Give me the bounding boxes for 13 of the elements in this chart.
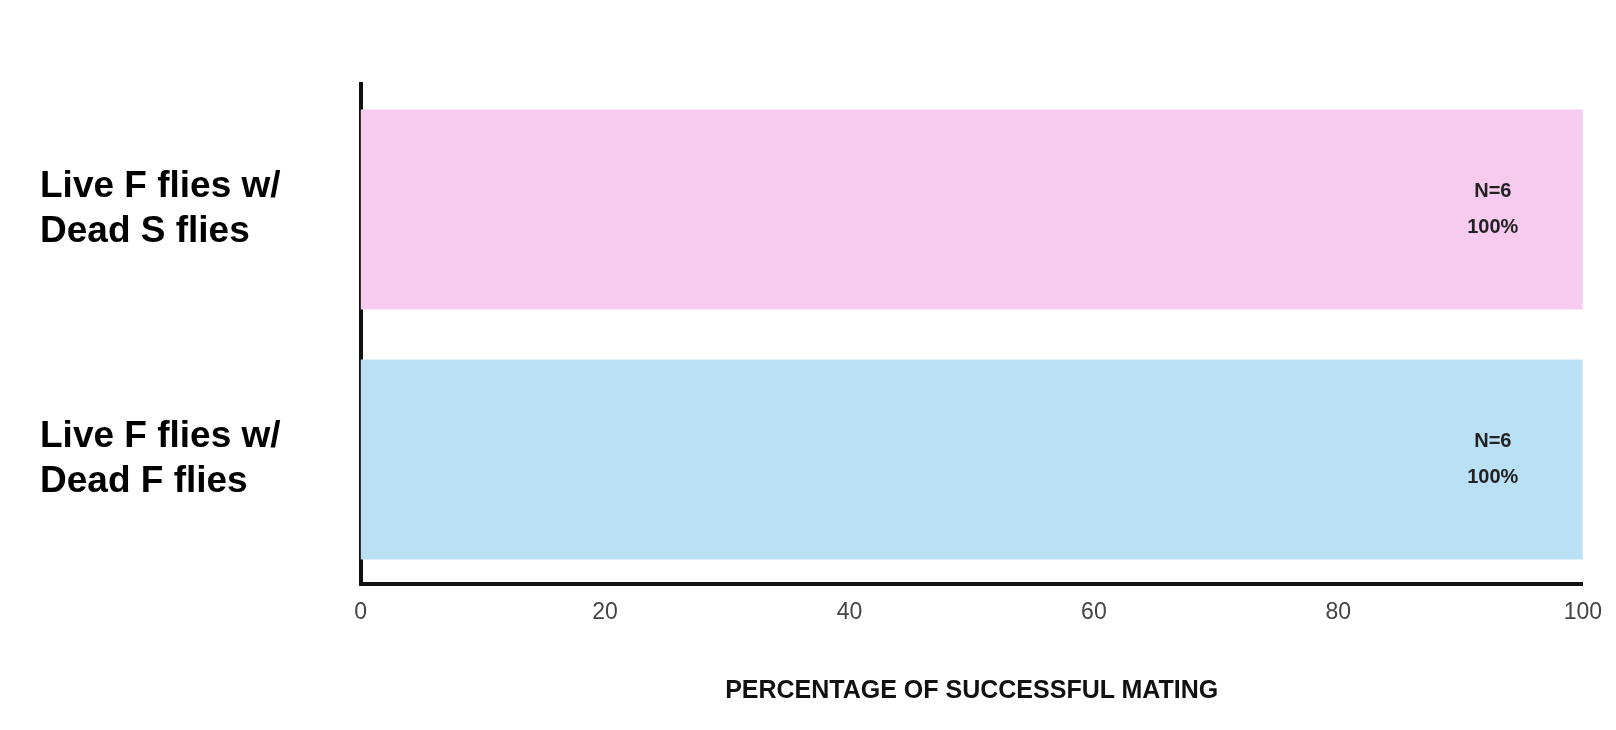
x-tick-label: 80 [1325, 597, 1352, 624]
x-axis-title: PERCENTAGE OF SUCCESSFUL MATING [725, 674, 1219, 703]
x-tick-label: 100 [1563, 597, 1602, 624]
x-tick-label: 20 [592, 597, 618, 624]
x-tick-label: 60 [1081, 597, 1107, 624]
data-label: 100% [1467, 214, 1519, 237]
x-tick-label: 40 [836, 597, 863, 624]
x-tick-label: 0 [354, 597, 367, 624]
data-label: 100% [1467, 464, 1519, 487]
annotation: N=6 [1474, 428, 1512, 451]
y-tick-label: Live F flies w/ Dead S flies [40, 164, 281, 250]
annotation: N=6 [1474, 178, 1512, 201]
y-tick-label: Live F flies w/ Dead F flies [40, 414, 281, 500]
